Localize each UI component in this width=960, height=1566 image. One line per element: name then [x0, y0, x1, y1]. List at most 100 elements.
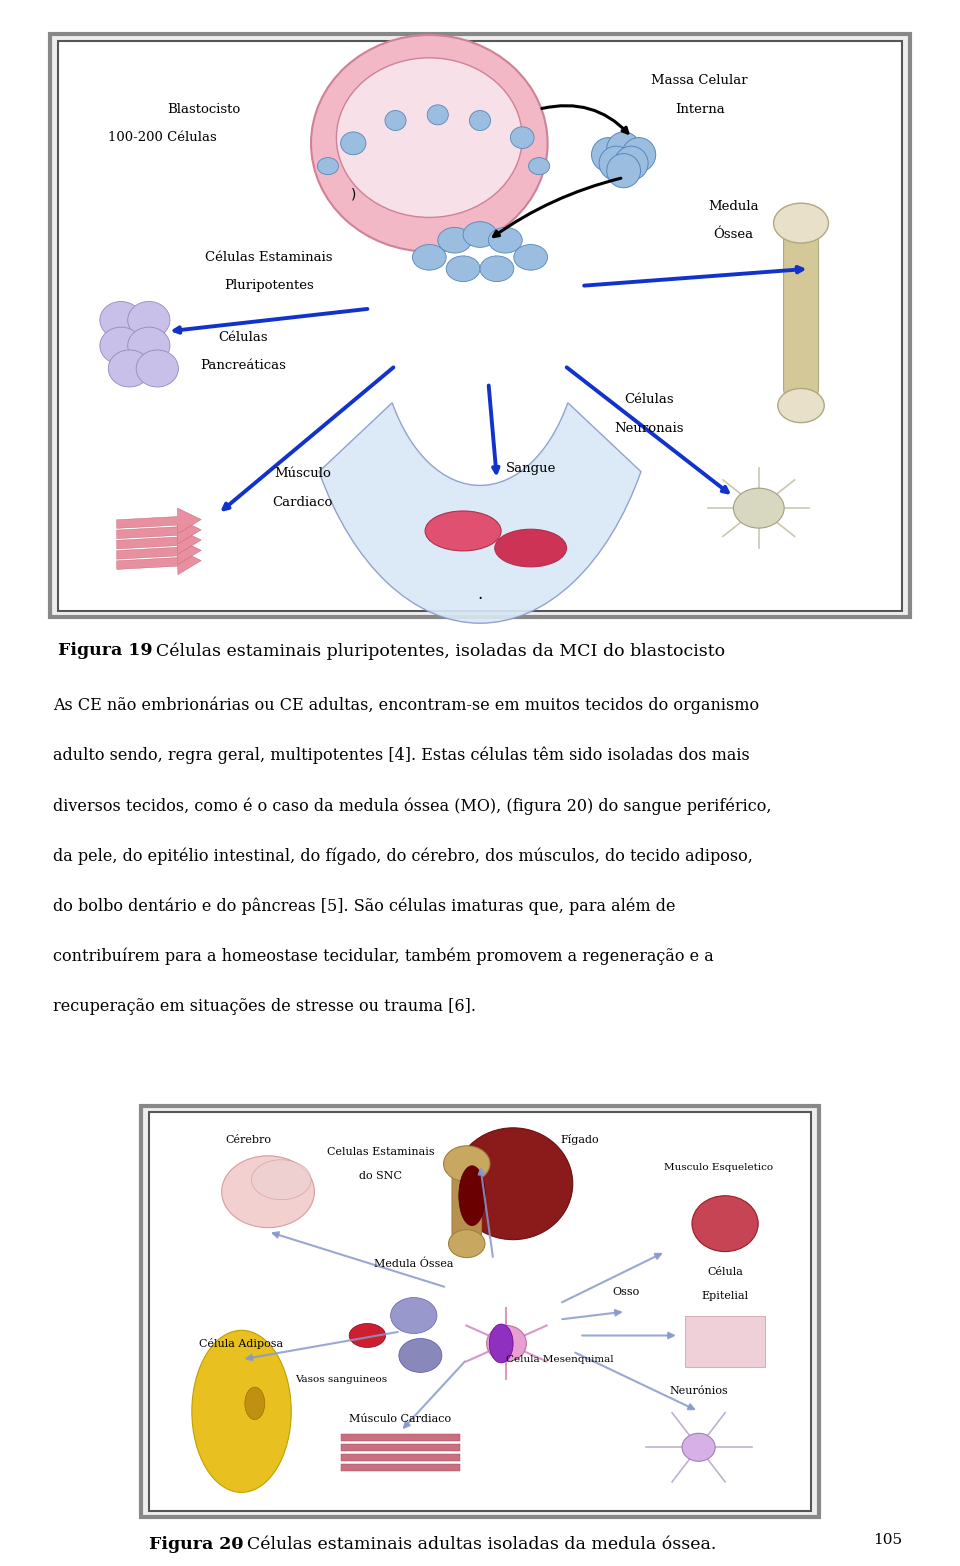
Text: Sangue: Sangue — [506, 462, 556, 474]
Ellipse shape — [494, 529, 566, 567]
Text: Musculo Esqueletico: Musculo Esqueletico — [664, 1164, 773, 1173]
FancyBboxPatch shape — [452, 1156, 482, 1248]
Ellipse shape — [778, 388, 825, 423]
Text: Vasos sanguineos: Vasos sanguineos — [295, 1375, 387, 1384]
Ellipse shape — [222, 1156, 314, 1228]
Text: Neurónios: Neurónios — [669, 1386, 728, 1397]
FancyArrow shape — [117, 518, 202, 543]
Text: Pluripotentes: Pluripotentes — [224, 279, 314, 293]
Text: Neuronais: Neuronais — [614, 421, 684, 435]
Ellipse shape — [100, 327, 142, 365]
Text: do SNC: do SNC — [359, 1171, 402, 1181]
FancyBboxPatch shape — [341, 1464, 460, 1472]
Ellipse shape — [459, 1165, 486, 1226]
Ellipse shape — [489, 227, 522, 254]
Text: Células: Células — [219, 330, 268, 343]
Text: Óssea: Óssea — [713, 229, 754, 241]
Ellipse shape — [341, 132, 366, 155]
Circle shape — [192, 1331, 291, 1492]
Text: Epitelial: Epitelial — [702, 1290, 749, 1300]
Ellipse shape — [622, 138, 656, 172]
Ellipse shape — [385, 111, 406, 130]
Text: Células Estaminais: Células Estaminais — [205, 251, 332, 263]
Circle shape — [245, 1387, 265, 1419]
Text: Músculo: Músculo — [275, 467, 331, 481]
FancyBboxPatch shape — [141, 1106, 819, 1517]
Text: Celula Mesenquimal: Celula Mesenquimal — [506, 1355, 613, 1364]
Ellipse shape — [599, 146, 633, 180]
FancyBboxPatch shape — [341, 1444, 460, 1452]
Ellipse shape — [614, 146, 648, 180]
Text: Interna: Interna — [675, 103, 725, 116]
Ellipse shape — [682, 1433, 715, 1461]
Ellipse shape — [511, 127, 534, 149]
Ellipse shape — [311, 34, 547, 252]
Text: diversos tecidos, como é o caso da medula óssea (MO), (figura 20) do sangue peri: diversos tecidos, como é o caso da medul… — [53, 797, 771, 814]
Ellipse shape — [487, 1325, 526, 1361]
Ellipse shape — [529, 158, 550, 175]
Ellipse shape — [591, 138, 625, 172]
Ellipse shape — [453, 1128, 573, 1240]
Text: 105: 105 — [874, 1533, 902, 1547]
Ellipse shape — [349, 1323, 386, 1347]
FancyArrow shape — [117, 528, 202, 554]
Text: Osso: Osso — [612, 1287, 639, 1297]
Text: Medula Óssea: Medula Óssea — [374, 1259, 453, 1268]
Ellipse shape — [398, 1339, 442, 1372]
FancyBboxPatch shape — [149, 1112, 811, 1511]
FancyBboxPatch shape — [341, 1434, 460, 1441]
Ellipse shape — [108, 349, 151, 387]
Text: contribuírem para a homeostase tecidular, também promovem a regeneração e a: contribuírem para a homeostase tecidular… — [53, 947, 713, 965]
FancyBboxPatch shape — [50, 34, 910, 617]
Ellipse shape — [438, 227, 471, 254]
FancyArrow shape — [117, 539, 202, 564]
Text: ): ) — [350, 188, 356, 202]
Text: .: . — [477, 584, 483, 603]
Text: Células: Células — [624, 393, 674, 406]
FancyBboxPatch shape — [58, 41, 902, 611]
Text: Célula Adiposa: Célula Adiposa — [200, 1337, 283, 1348]
Ellipse shape — [427, 105, 448, 125]
Text: recuperação em situações de stresse ou trauma [6].: recuperação em situações de stresse ou t… — [53, 998, 476, 1015]
Ellipse shape — [733, 489, 784, 528]
Ellipse shape — [774, 204, 828, 243]
FancyBboxPatch shape — [685, 1315, 765, 1367]
Text: Massa Celular: Massa Celular — [651, 74, 748, 88]
Ellipse shape — [391, 1298, 437, 1334]
Text: Figura 20: Figura 20 — [149, 1536, 243, 1553]
FancyBboxPatch shape — [341, 1455, 460, 1461]
Text: Célula: Célula — [708, 1267, 743, 1276]
FancyArrow shape — [117, 550, 202, 575]
FancyBboxPatch shape — [783, 232, 819, 396]
Text: adulto sendo, regra geral, multipotentes [4]. Estas células têm sido isoladas do: adulto sendo, regra geral, multipotentes… — [53, 747, 750, 764]
Ellipse shape — [252, 1160, 311, 1200]
Text: Cardiaco: Cardiaco — [273, 496, 333, 509]
Text: do bolbo dentário e do pâncreas [5]. São células imaturas que, para além de: do bolbo dentário e do pâncreas [5]. São… — [53, 897, 675, 915]
Ellipse shape — [607, 132, 640, 166]
Ellipse shape — [136, 349, 179, 387]
Ellipse shape — [514, 244, 547, 271]
FancyArrow shape — [117, 507, 202, 534]
Text: Cérebro: Cérebro — [226, 1135, 271, 1145]
Text: - Células estaminais pluripotentes, isoladas da MCI do blastocisto: - Células estaminais pluripotentes, isol… — [139, 642, 726, 659]
Text: Pancreáticas: Pancreáticas — [201, 359, 286, 373]
Ellipse shape — [128, 302, 170, 338]
Wedge shape — [319, 402, 641, 623]
Text: Fígado: Fígado — [560, 1134, 599, 1145]
Ellipse shape — [607, 153, 640, 188]
Ellipse shape — [446, 255, 480, 282]
Ellipse shape — [318, 158, 339, 175]
Text: Blastocisto: Blastocisto — [167, 103, 241, 116]
Text: Músculo Cardiaco: Músculo Cardiaco — [349, 1414, 451, 1425]
Text: Celulas Estaminais: Celulas Estaminais — [326, 1146, 435, 1157]
Ellipse shape — [100, 302, 142, 338]
Text: - Células estaminais adultas isoladas da medula óssea.: - Células estaminais adultas isoladas da… — [230, 1536, 717, 1553]
Text: Figura 19: Figura 19 — [58, 642, 153, 659]
Ellipse shape — [128, 327, 170, 365]
Ellipse shape — [425, 511, 501, 551]
Text: da pele, do epitélio intestinal, do fígado, do cérebro, dos músculos, do tecido : da pele, do epitélio intestinal, do fíga… — [53, 847, 753, 864]
Ellipse shape — [463, 222, 497, 247]
Ellipse shape — [336, 58, 522, 218]
Text: 100-200 Células: 100-200 Células — [108, 132, 217, 144]
Ellipse shape — [444, 1146, 490, 1182]
